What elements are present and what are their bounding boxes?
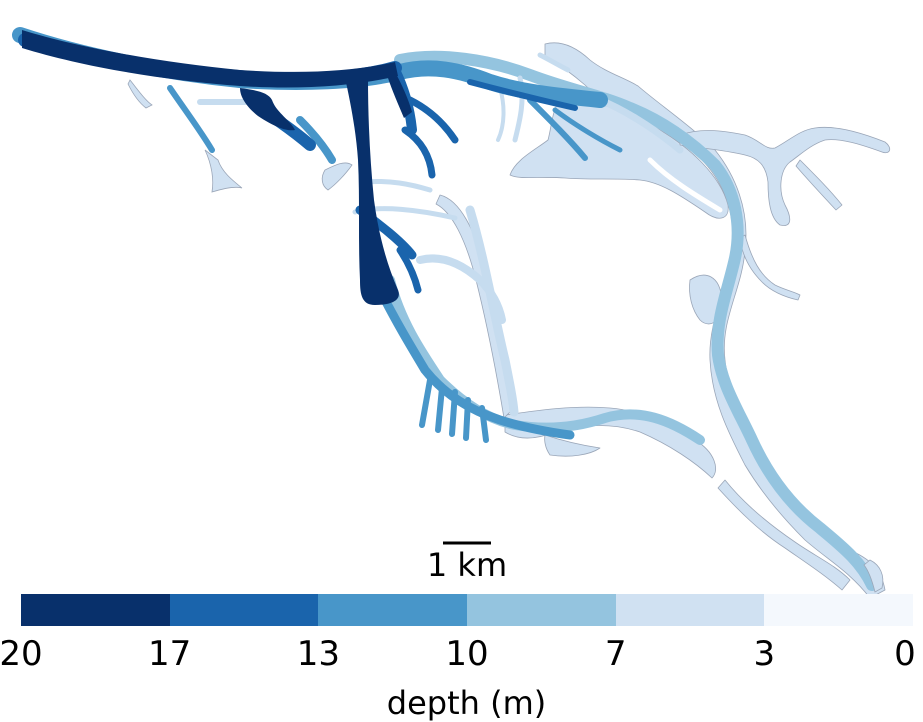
depth-colorbar: [21, 594, 914, 626]
colorbar-bin-5: [764, 594, 914, 626]
colorbar-tick-label: 0: [894, 634, 916, 674]
colorbar-bin-4: [615, 594, 765, 626]
colorbar-tick-label: 20: [0, 634, 43, 674]
colorbar-tick-label: 10: [445, 634, 489, 674]
side-arms-outline: [127, 79, 884, 593]
colorbar-tick-label: 7: [604, 634, 627, 674]
colorbar-label: depth (m): [386, 684, 547, 722]
colorbar-bin-3: [467, 594, 616, 626]
colorbar-bin-1: [169, 594, 319, 626]
scale-bar-label: 1 km: [426, 546, 508, 584]
colorbar-tick-label: 17: [148, 634, 192, 674]
colorbar-tick-label: 13: [296, 634, 340, 674]
colorbar-tick-label: 3: [753, 634, 776, 674]
colorbar-bin-0: [21, 594, 170, 626]
channel-17-20m: [22, 30, 412, 305]
colorbar-bin-2: [318, 594, 468, 626]
